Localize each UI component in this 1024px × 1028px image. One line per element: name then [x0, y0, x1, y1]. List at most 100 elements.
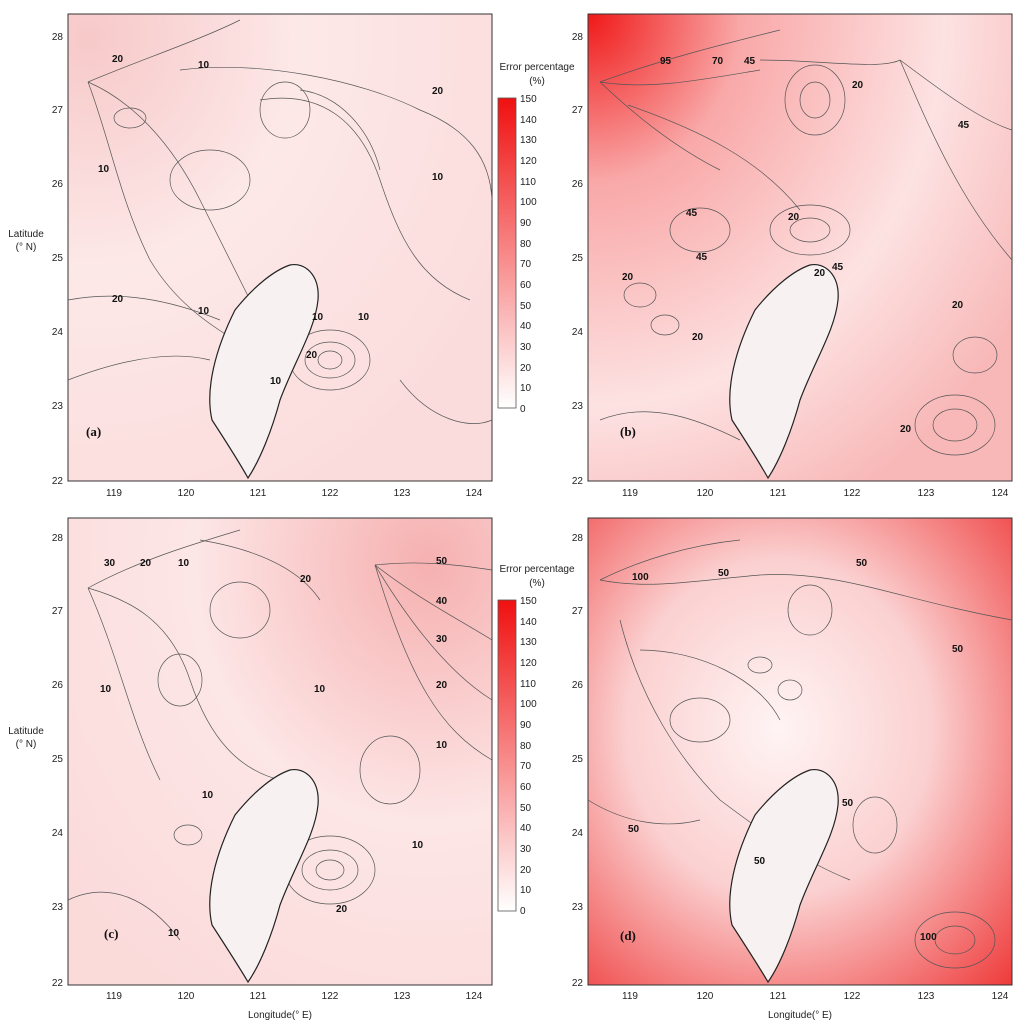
contour-label: 95 [660, 56, 672, 67]
contour-label: 45 [958, 120, 970, 131]
lat-tick: 28 [572, 533, 584, 544]
lat-ticks-b: 28 27 26 25 24 23 22 [572, 32, 584, 487]
lon-tick: 121 [250, 488, 267, 499]
lat-tick: 26 [572, 680, 584, 691]
contour-label: 50 [436, 556, 448, 567]
contour-label: 20 [852, 80, 864, 91]
colorbar-bottom: Error percentage (%) 150 140 130 120 110… [497, 564, 575, 917]
contour-label: 20 [112, 294, 124, 305]
lat-tick: 23 [52, 401, 64, 412]
panel-d-label: (d) [620, 928, 636, 943]
panel-a-frame [67, 13, 493, 482]
colorbar-label: 120 [520, 156, 537, 167]
panel-b-label: (b) [620, 424, 636, 439]
contour-label: 20 [952, 300, 964, 311]
lat-tick: 25 [52, 253, 64, 264]
contour-label: 10 [436, 740, 448, 751]
colorbar-label: 10 [520, 383, 532, 394]
lat-tick: 23 [572, 401, 584, 412]
lon-tick: 122 [322, 991, 339, 1002]
colorbar-label: 70 [520, 259, 532, 270]
y-axis-title-line1: Latitude [8, 726, 44, 737]
colorbar-title-line2: (%) [529, 76, 545, 87]
lon-tick: 119 [622, 991, 638, 1002]
colorbar-labels: 150 140 130 120 110 100 90 80 70 60 50 4… [520, 596, 537, 917]
panel-b-taiwan [729, 264, 839, 480]
colorbar-label: 150 [520, 596, 537, 607]
lat-tick: 27 [572, 105, 584, 116]
lon-tick: 119 [106, 991, 122, 1002]
colorbar-label: 0 [520, 906, 526, 917]
contour-label: 50 [628, 824, 640, 835]
contour-label: 10 [198, 60, 210, 71]
panel-a-taiwan [209, 264, 319, 480]
panel-c-label: (c) [104, 926, 118, 941]
lon-tick: 121 [770, 991, 787, 1002]
contour-label: 30 [436, 634, 448, 645]
contour-label: 50 [718, 568, 730, 579]
colorbar-label: 110 [520, 679, 536, 690]
lat-tick: 27 [52, 606, 64, 617]
panel-c-taiwan [209, 769, 319, 984]
y-axis-title-line2: (° N) [16, 242, 37, 253]
contour-label: 50 [842, 798, 854, 809]
lon-tick: 120 [697, 991, 714, 1002]
lat-tick: 24 [52, 327, 64, 338]
lon-tick: 124 [992, 991, 1009, 1002]
lat-tick: 27 [52, 105, 64, 116]
contour-label: 20 [300, 574, 312, 585]
colorbar-top: Error percentage (%) 150 140 130 120 110… [497, 62, 575, 415]
colorbar-label: 80 [520, 741, 532, 752]
lon-tick: 123 [918, 488, 935, 499]
panel-b-contour-labels: 95 70 45 20 45 45 20 45 20 20 45 20 20 2… [622, 56, 970, 435]
lat-tick: 25 [52, 754, 64, 765]
panel-b-contours [599, 29, 1013, 456]
x-axis-title-left: Longitude(° E) [248, 1010, 312, 1021]
colorbar-label: 60 [520, 280, 532, 291]
contour-label: 10 [432, 172, 444, 183]
colorbar-label: 80 [520, 239, 532, 250]
lon-tick: 119 [622, 488, 638, 499]
lat-tick: 24 [52, 828, 64, 839]
lon-tick: 123 [394, 488, 411, 499]
lat-tick: 24 [572, 828, 584, 839]
colorbar-label: 20 [520, 865, 532, 876]
panel-a-label: (a) [86, 424, 101, 439]
contour-label: 10 [98, 164, 110, 175]
panel-c-frame [67, 517, 493, 986]
contour-label: 100 [632, 572, 649, 583]
colorbar-label: 30 [520, 342, 532, 353]
panel-d-taiwan [729, 769, 839, 984]
colorbar-label: 150 [520, 94, 537, 105]
lon-tick: 120 [697, 488, 714, 499]
contour-label: 45 [696, 252, 708, 263]
lat-tick: 25 [572, 754, 584, 765]
contour-label: 10 [412, 840, 424, 851]
colorbar-title-line1: Error percentage [499, 62, 574, 73]
lon-tick: 121 [250, 991, 267, 1002]
contour-label: 10 [168, 928, 180, 939]
map-panel-b: 95 70 45 20 45 45 20 45 20 20 45 20 20 2… [587, 13, 1013, 482]
contour-label: 45 [686, 208, 698, 219]
lat-tick: 28 [52, 533, 64, 544]
colorbar-label: 50 [520, 803, 532, 814]
lat-tick: 22 [572, 476, 584, 487]
map-panel-c: 30 20 10 20 50 40 30 20 10 10 10 10 10 2… [67, 517, 493, 986]
colorbar-gradient [497, 599, 517, 912]
colorbar-label: 130 [520, 637, 537, 648]
lon-tick: 121 [770, 488, 787, 499]
lat-tick: 26 [52, 680, 64, 691]
contour-label: 20 [436, 680, 448, 691]
map-panel-d: 100 50 50 50 50 50 50 100 (d) [587, 517, 1013, 986]
contour-label: 20 [788, 212, 800, 223]
colorbar-label: 10 [520, 885, 532, 896]
lat-ticks-c: 28 27 26 25 24 23 22 [52, 533, 64, 989]
lat-tick: 24 [572, 327, 584, 338]
lon-tick: 123 [918, 991, 935, 1002]
colorbar-label: 130 [520, 135, 537, 146]
contour-label: 20 [336, 904, 348, 915]
panel-b-frame [587, 13, 1013, 482]
panel-a-contour-labels: 20 10 20 10 10 20 10 10 10 20 10 [98, 54, 444, 387]
lon-tick: 122 [844, 991, 861, 1002]
